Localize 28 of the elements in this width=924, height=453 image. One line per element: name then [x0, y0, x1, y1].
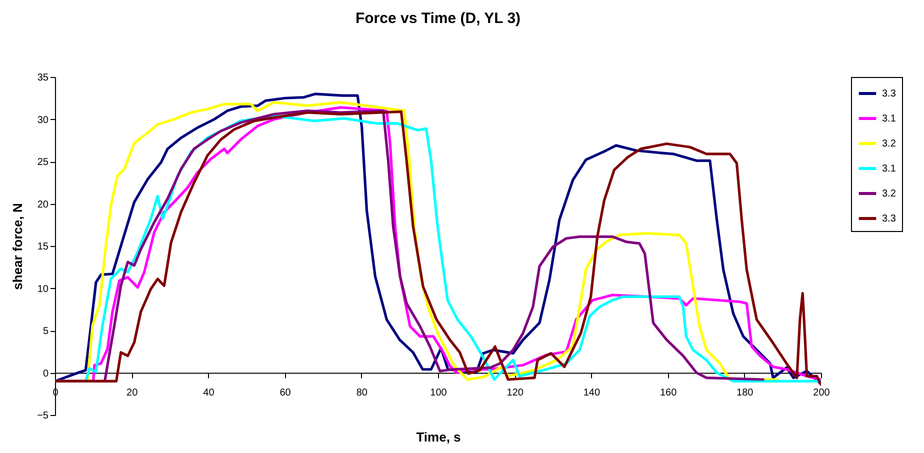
x-tick-label: 160	[660, 387, 678, 398]
y-tick-label: 20	[37, 199, 49, 210]
x-tick-label: 20	[126, 387, 138, 398]
y-tick-label: 10	[37, 284, 49, 295]
x-tick-label: 120	[506, 387, 524, 398]
y-tick-label: −5	[37, 410, 49, 422]
x-tick-label: 200	[813, 387, 830, 398]
y-tick-label: 25	[37, 157, 49, 168]
legend-label: 3.3	[882, 214, 896, 224]
legend-label: 3.1	[882, 164, 896, 174]
chart-title: Force vs Time (D, YL 3)	[355, 10, 521, 27]
x-tick-label: 100	[430, 387, 448, 398]
legend-label: 3.2	[882, 138, 896, 150]
legend-label: 3.2	[882, 188, 896, 200]
y-tick-label: 0	[42, 368, 49, 380]
y-tick-label: 35	[37, 72, 49, 84]
y-tick-label: 15	[37, 242, 49, 252]
x-tick-label: 60	[280, 387, 292, 398]
y-tick-label: 30	[37, 114, 49, 126]
x-tick-label: 40	[203, 387, 215, 398]
x-tick-label: 140	[583, 387, 600, 398]
legend-label: 3.1	[882, 114, 896, 124]
x-tick-label: 180	[736, 387, 754, 398]
x-tick-label: 80	[356, 387, 368, 398]
y-axis-title: shear force, N	[10, 203, 26, 290]
y-tick-label: 5	[42, 326, 49, 337]
x-axis-title: Time, s	[416, 430, 461, 444]
legend-label: 3.3	[882, 88, 896, 100]
